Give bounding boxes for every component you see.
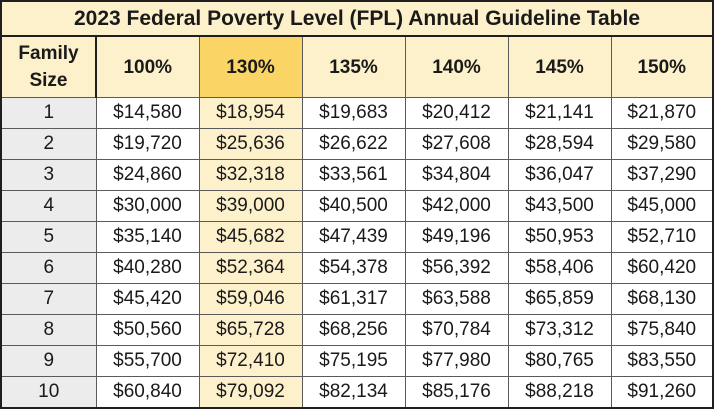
family-size-header-line1: Family [18, 43, 79, 64]
family-size-cell: 9 [0, 345, 97, 377]
guideline-value-cell: $75,195 [301, 345, 406, 377]
guideline-value-cell: $24,860 [95, 159, 200, 191]
title-row: 2023 Federal Poverty Level (FPL) Annual … [0, 0, 714, 37]
guideline-value-cell: $28,594 [507, 128, 612, 160]
table-row: 7 $45,420 $59,046 $61,317 $63,588 $65,859 $68,… [0, 283, 714, 315]
guideline-value-cell: $45,000 [610, 190, 714, 222]
guideline-value-cell: $34,804 [404, 159, 509, 191]
column-header-130pct: 130% [198, 35, 303, 98]
guideline-value-cell: $45,682 [198, 221, 303, 253]
guideline-value-cell: $56,392 [404, 252, 509, 284]
guideline-value-cell: $21,870 [610, 97, 714, 129]
guideline-value-cell: $80,765 [507, 345, 612, 377]
family-size-cell: 4 [0, 190, 97, 222]
guideline-value-cell: $61,317 [301, 283, 406, 315]
table-row: 5 $35,140 $45,682 $47,439 $49,196 $50,953 $52,… [0, 221, 714, 253]
guideline-value-cell: $40,280 [95, 252, 200, 284]
table-row: 9 $55,700 $72,410 $75,195 $77,980 $80,765 $83,… [0, 345, 714, 377]
column-header-135pct: 135% [301, 35, 406, 98]
guideline-value-cell: $32,318 [198, 159, 303, 191]
guideline-value-cell: $91,260 [610, 376, 714, 409]
family-size-cell: 10 [0, 376, 97, 409]
guideline-value-cell: $21,141 [507, 97, 612, 129]
guideline-value-cell: $39,000 [198, 190, 303, 222]
guideline-value-cell: $65,728 [198, 314, 303, 346]
guideline-value-cell: $52,710 [610, 221, 714, 253]
guideline-value-cell: $43,500 [507, 190, 612, 222]
guideline-value-cell: $52,364 [198, 252, 303, 284]
table-title: 2023 Federal Poverty Level (FPL) Annual … [0, 0, 714, 37]
family-size-header: Family Size [0, 35, 97, 98]
guideline-value-cell: $49,196 [404, 221, 509, 253]
table-row: 6 $40,280 $52,364 $54,378 $56,392 $58,406 $60,… [0, 252, 714, 284]
family-size-cell: 6 [0, 252, 97, 284]
table-row: 8 $50,560 $65,728 $68,256 $70,784 $73,312 $75,… [0, 314, 714, 346]
guideline-value-cell: $33,561 [301, 159, 406, 191]
family-size-cell: 2 [0, 128, 97, 160]
guideline-value-cell: $45,420 [95, 283, 200, 315]
guideline-value-cell: $58,406 [507, 252, 612, 284]
guideline-value-cell: $42,000 [404, 190, 509, 222]
guideline-value-cell: $47,439 [301, 221, 406, 253]
guideline-value-cell: $19,720 [95, 128, 200, 160]
column-header-145pct: 145% [507, 35, 612, 98]
family-size-cell: 8 [0, 314, 97, 346]
family-size-cell: 5 [0, 221, 97, 253]
guideline-value-cell: $75,840 [610, 314, 714, 346]
family-size-cell: 3 [0, 159, 97, 191]
table-row: 2 $19,720 $25,636 $26,622 $27,608 $28,594 $29,… [0, 128, 714, 160]
guideline-value-cell: $59,046 [198, 283, 303, 315]
guideline-value-cell: $50,953 [507, 221, 612, 253]
guideline-value-cell: $30,000 [95, 190, 200, 222]
guideline-value-cell: $25,636 [198, 128, 303, 160]
column-header-150pct: 150% [610, 35, 714, 98]
guideline-value-cell: $72,410 [198, 345, 303, 377]
guideline-value-cell: $60,840 [95, 376, 200, 409]
guideline-value-cell: $68,130 [610, 283, 714, 315]
guideline-value-cell: $60,420 [610, 252, 714, 284]
guideline-value-cell: $79,092 [198, 376, 303, 409]
guideline-value-cell: $55,700 [95, 345, 200, 377]
table-row: 3 $24,860 $32,318 $33,561 $34,804 $36,047 $37,… [0, 159, 714, 191]
table-row: 4 $30,000 $39,000 $40,500 $42,000 $43,500 $45,… [0, 190, 714, 222]
guideline-value-cell: $36,047 [507, 159, 612, 191]
family-size-cell: 1 [0, 97, 97, 129]
guideline-value-cell: $65,859 [507, 283, 612, 315]
guideline-value-cell: $77,980 [404, 345, 509, 377]
guideline-value-cell: $82,134 [301, 376, 406, 409]
guideline-value-cell: $63,588 [404, 283, 509, 315]
table-row: 1 $14,580 $18,954 $19,683 $20,412 $21,141 $21,… [0, 97, 714, 129]
column-header-100pct: 100% [95, 35, 200, 98]
guideline-value-cell: $26,622 [301, 128, 406, 160]
guideline-value-cell: $70,784 [404, 314, 509, 346]
family-size-header-line2: Size [29, 70, 68, 91]
guideline-value-cell: $29,580 [610, 128, 714, 160]
guideline-value-cell: $27,608 [404, 128, 509, 160]
guideline-value-cell: $85,176 [404, 376, 509, 409]
guideline-value-cell: $88,218 [507, 376, 612, 409]
guideline-value-cell: $68,256 [301, 314, 406, 346]
guideline-value-cell: $40,500 [301, 190, 406, 222]
guideline-value-cell: $50,560 [95, 314, 200, 346]
guideline-value-cell: $20,412 [404, 97, 509, 129]
guideline-value-cell: $14,580 [95, 97, 200, 129]
guideline-value-cell: $35,140 [95, 221, 200, 253]
family-size-cell: 7 [0, 283, 97, 315]
guideline-value-cell: $37,290 [610, 159, 714, 191]
guideline-value-cell: $54,378 [301, 252, 406, 284]
header-row: Family Size 100% 130% 135% 140% 145% 150% [0, 35, 714, 98]
guideline-value-cell: $73,312 [507, 314, 612, 346]
guideline-value-cell: $19,683 [301, 97, 406, 129]
column-header-140pct: 140% [404, 35, 509, 98]
table-row: 10 $60,840 $79,092 $82,134 $85,176 $88,218 $91… [0, 376, 714, 409]
guideline-value-cell: $18,954 [198, 97, 303, 129]
guideline-value-cell: $83,550 [610, 345, 714, 377]
